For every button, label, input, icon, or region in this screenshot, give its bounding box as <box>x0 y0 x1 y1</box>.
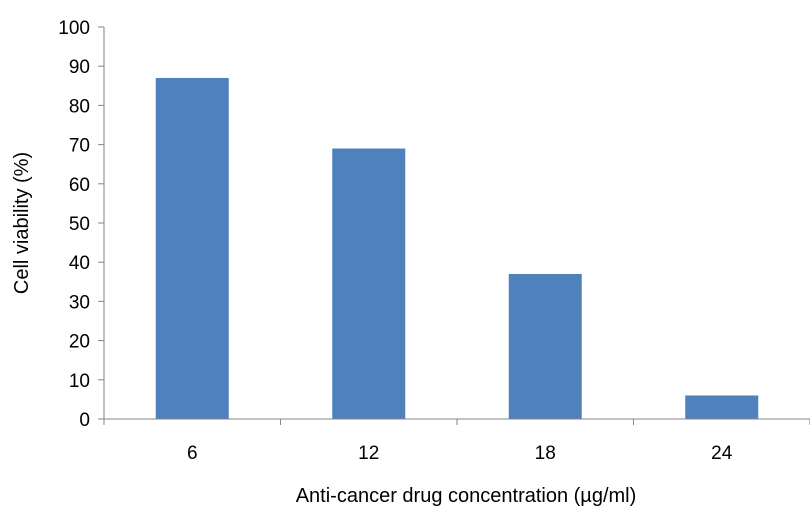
y-tick-label: 100 <box>58 18 90 39</box>
y-tick-label: 50 <box>69 214 90 235</box>
y-tick-label: 30 <box>69 292 90 313</box>
y-axis-ticks <box>98 26 104 420</box>
bars <box>155 77 759 420</box>
bar <box>155 77 229 420</box>
x-tick-label: 6 <box>187 443 198 464</box>
y-tick-label: 40 <box>69 253 90 274</box>
x-tick-label: 18 <box>535 443 556 464</box>
bar <box>685 395 759 419</box>
x-tick-label: 24 <box>711 443 733 464</box>
y-tick-label: 80 <box>69 96 90 117</box>
y-tick-label: 60 <box>69 175 90 196</box>
x-axis-ticks <box>103 419 810 425</box>
y-tick-label: 70 <box>69 136 90 157</box>
y-tick-label: 10 <box>69 371 90 392</box>
bar <box>332 148 406 419</box>
y-tick-label: 20 <box>69 332 90 353</box>
x-tick-label: 12 <box>358 443 379 464</box>
y-axis-title: Cell viability (%) <box>11 152 33 294</box>
x-tick-labels: 6 12 18 24 <box>187 443 733 464</box>
bar <box>508 273 582 419</box>
x-axis-title: Anti-cancer drug concentration (µg/ml) <box>296 485 637 506</box>
y-tick-labels: 0 10 20 30 40 50 60 70 80 90 100 <box>58 18 90 431</box>
y-tick-label: 0 <box>79 410 90 431</box>
y-tick-label: 90 <box>69 57 90 78</box>
